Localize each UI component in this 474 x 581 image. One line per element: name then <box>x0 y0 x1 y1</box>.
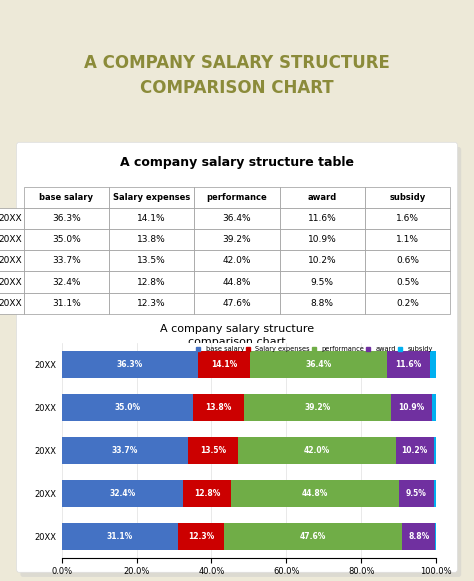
Text: 12.3%: 12.3% <box>188 532 214 541</box>
Bar <box>62 437 188 464</box>
Text: 31.1%: 31.1% <box>107 532 133 541</box>
Text: 47.6%: 47.6% <box>300 532 327 541</box>
Bar <box>396 437 434 464</box>
Text: A company salary structure
comparison chart: A company salary structure comparison ch… <box>160 324 314 347</box>
Text: 8.8%: 8.8% <box>408 532 429 541</box>
Text: 36.3%: 36.3% <box>117 360 143 369</box>
Bar <box>62 523 178 550</box>
Text: 32.4%: 32.4% <box>109 489 136 498</box>
Bar <box>250 351 387 378</box>
Text: 11.6%: 11.6% <box>395 360 421 369</box>
Bar <box>192 394 245 421</box>
Bar <box>391 394 432 421</box>
Text: 13.8%: 13.8% <box>205 403 232 412</box>
Text: 39.2%: 39.2% <box>305 403 331 412</box>
Bar <box>432 394 436 421</box>
Bar <box>434 437 436 464</box>
FancyBboxPatch shape <box>17 142 457 572</box>
Bar <box>62 394 192 421</box>
Bar <box>188 437 238 464</box>
Text: A COMPANY SALARY STRUCTURE
COMPARISON CHART: A COMPANY SALARY STRUCTURE COMPARISON CH… <box>84 54 390 97</box>
Bar <box>399 480 434 507</box>
Bar <box>430 351 436 378</box>
Bar <box>62 480 183 507</box>
FancyBboxPatch shape <box>20 147 461 577</box>
Text: 12.8%: 12.8% <box>194 489 220 498</box>
Text: 42.0%: 42.0% <box>304 446 330 455</box>
Bar <box>183 480 231 507</box>
Bar <box>178 523 224 550</box>
Bar <box>62 351 198 378</box>
Text: 44.8%: 44.8% <box>301 489 328 498</box>
Bar <box>238 437 396 464</box>
Text: 10.2%: 10.2% <box>401 446 428 455</box>
Text: 9.5%: 9.5% <box>406 489 427 498</box>
Text: 33.7%: 33.7% <box>111 446 138 455</box>
Bar <box>435 523 436 550</box>
Text: A company salary structure table: A company salary structure table <box>120 156 354 169</box>
Bar <box>434 480 436 507</box>
Text: 10.9%: 10.9% <box>399 403 425 412</box>
Bar <box>245 394 391 421</box>
Text: 36.4%: 36.4% <box>305 360 332 369</box>
Bar <box>198 351 250 378</box>
Bar <box>387 351 430 378</box>
Bar <box>224 523 402 550</box>
Bar <box>231 480 399 507</box>
Text: 35.0%: 35.0% <box>114 403 140 412</box>
Bar <box>402 523 435 550</box>
Text: 14.1%: 14.1% <box>211 360 237 369</box>
Text: 13.5%: 13.5% <box>200 446 226 455</box>
Legend: base salary, Salary expenses, performance, award, subsidy: base salary, Salary expenses, performanc… <box>196 346 433 352</box>
